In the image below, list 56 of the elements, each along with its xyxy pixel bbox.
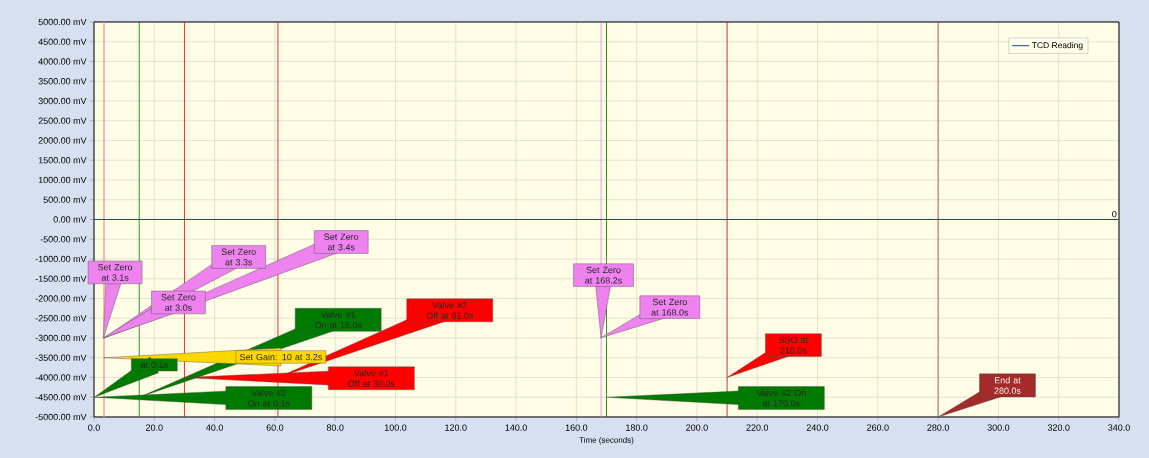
y-tick-label: 3500.00 mV [38,78,87,85]
y-tick-label: 2000.00 mV [38,137,87,144]
x-tick-label: 180.0 [626,424,648,431]
y-tick-label: -2000.00 mV [35,295,87,302]
y-tick-label: -4500.00 mV [35,394,87,401]
x-tick-label: 220.0 [746,424,769,431]
x-tick-label: 160.0 [565,424,588,431]
x-tick-label: 340.0 [1108,424,1130,431]
x-tick-label: 0.0 [88,424,100,431]
x-tick-label: 80.0 [326,424,344,431]
annotation: Valve #2 On at 170.0s [756,389,806,407]
x-tick-label: 300.0 [987,424,1010,431]
y-tick-label: -1000.00 mV [35,255,87,263]
x-tick-label: 200.0 [686,424,708,431]
annotation: SSO at 210.0s [779,336,809,354]
annotation: Set Zero at 3.4s [324,233,359,251]
x-tick-label: 320.0 [1047,424,1070,431]
y-tick-label: 0.00 mV [53,216,87,223]
annotation: Set Zero at 168.2s [585,266,622,284]
x-tick-label: 100.0 [384,424,407,431]
annotation: End at 280.0s [994,376,1021,394]
y-tick-label: 500.00 mV [43,196,87,203]
x-tick-label: 120.0 [445,424,467,431]
x-tick-label: 20.0 [146,424,163,431]
annotation: Set Zero at 3.0s [161,294,196,311]
legend-label: TCD Reading [1031,41,1083,50]
y-tick-label: -2500.00 mV [35,315,87,322]
y-tick-label: 5000.00 mV [38,18,87,26]
x-tick-label: 60.0 [266,424,284,431]
x-tick-label: 280.0 [927,424,949,431]
y-tick-label: 2500.00 mV [38,117,87,124]
y-tick-label: -500.00 mV [40,236,87,243]
annotation: Valve #1 Off at 30.0s [348,369,395,387]
y-tick-label: 1500.00 mV [38,157,87,164]
y-tick-label: -3000.00 mV [35,334,87,342]
x-tick-label: 140.0 [505,424,527,431]
annotation: Set Zero at 3.1s [98,264,133,281]
y-tick-label: -4000.00 mV [35,374,87,381]
x-tick-label: 40.0 [206,424,223,431]
y-tick-label: -5000.00 mV [35,413,87,421]
annotation: Set Gain: 10 at 3.2s [239,353,322,361]
annotation: Valve #2 Off at 61.0s [426,301,474,319]
y-tick-label: -3500.00 mV [35,354,87,361]
annotation: 0 [1112,210,1117,218]
x-tick-label: 260.0 [867,424,889,431]
y-tick-label: 1000.00 mV [38,176,87,184]
y-tick-label: 3000.00 mV [38,97,87,105]
y-tick-label: 4000.00 mV [38,58,87,65]
x-tick-label: 240.0 [806,424,829,431]
y-tick-label: -1500.00 mV [35,275,87,282]
annotation: Set Zero at 168.0s [651,298,689,316]
annotation: Set Zero at 3.3s [221,248,256,266]
y-tick-label: 4500.00 mV [38,38,87,45]
annotation: Valve #1 On at 15.0s [314,311,362,329]
annotation: Valve #2 On at 0.1s [248,389,290,407]
annotation: at 0.1s [140,361,168,369]
